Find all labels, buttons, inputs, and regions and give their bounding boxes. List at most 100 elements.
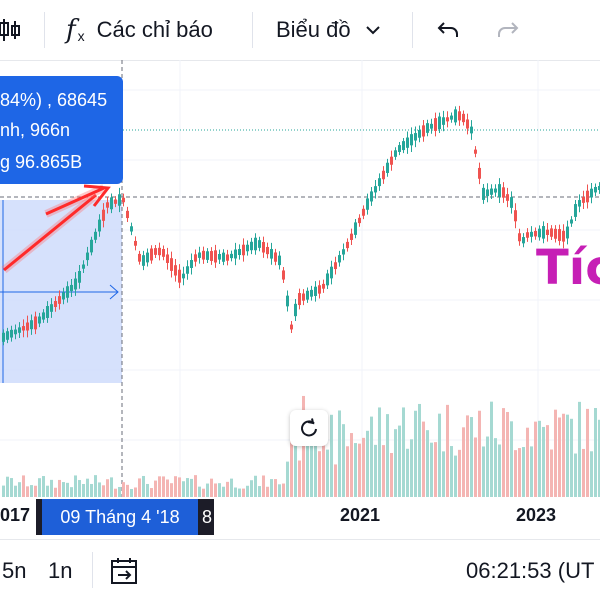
- volume-bar: [190, 478, 193, 497]
- volume-bar: [558, 417, 561, 497]
- candle: [594, 186, 597, 193]
- candle: [342, 249, 345, 255]
- volume-bar: [182, 481, 185, 497]
- candle: [222, 252, 225, 262]
- reset-chart-button[interactable]: [290, 410, 328, 446]
- volume-bar: [510, 421, 513, 497]
- volume-bar: [394, 429, 397, 497]
- candle: [194, 254, 197, 262]
- volume-bar: [514, 450, 517, 497]
- candle: [122, 197, 125, 203]
- candle: [282, 270, 285, 280]
- redo-button[interactable]: [496, 0, 520, 60]
- candle: [86, 252, 89, 261]
- candle: [66, 286, 69, 298]
- candle: [230, 253, 233, 259]
- volume-bar: [546, 425, 549, 497]
- volume-bar: [466, 415, 469, 497]
- interval-button[interactable]: 5n: [2, 540, 26, 601]
- volume-bar: [2, 485, 5, 497]
- candles-icon[interactable]: [0, 0, 30, 60]
- clock-timezone[interactable]: 06:21:53 (UT: [466, 540, 594, 601]
- candle: [198, 252, 201, 258]
- candle: [258, 240, 261, 248]
- candle: [538, 228, 541, 238]
- tooltip-change: 84%) , 68645: [0, 90, 108, 110]
- candle: [186, 266, 189, 274]
- volume-bar: [330, 414, 333, 497]
- volume-bar: [522, 447, 525, 497]
- interval-button[interactable]: 1n: [48, 540, 72, 601]
- candle: [306, 290, 309, 300]
- chart-canvas[interactable]: [0, 60, 600, 500]
- candle: [150, 248, 153, 261]
- candle: [110, 197, 113, 210]
- candle: [414, 133, 417, 141]
- candle: [446, 117, 449, 122]
- volume-bar: [230, 478, 233, 497]
- candle: [98, 219, 101, 232]
- candle: [118, 194, 121, 206]
- candle: [386, 162, 389, 173]
- candle: [106, 202, 109, 208]
- candle: [338, 255, 341, 263]
- candle: [350, 233, 353, 240]
- candle: [226, 254, 229, 261]
- volume-bar: [362, 437, 365, 497]
- volume-bar: [238, 488, 241, 497]
- volume-bar: [254, 475, 257, 497]
- candle: [202, 250, 205, 260]
- volume-bar: [214, 483, 217, 497]
- volume-bar: [50, 479, 53, 497]
- time-axis-label: 017: [0, 505, 31, 525]
- volume-bar: [354, 443, 357, 497]
- candle: [558, 229, 561, 241]
- volume-bar: [326, 449, 329, 497]
- volume-bar: [502, 408, 505, 497]
- redo-icon: [498, 22, 519, 37]
- candle: [562, 230, 565, 242]
- candle: [510, 197, 513, 208]
- candle: [54, 300, 57, 308]
- price-chart[interactable]: [0, 60, 600, 500]
- chart-type-button[interactable]: Biểu đồ: [276, 0, 381, 60]
- candle: [174, 265, 177, 276]
- volume-bar: [570, 418, 573, 497]
- volume-bar: [242, 488, 245, 497]
- candle: [422, 125, 425, 137]
- candle: [494, 188, 497, 193]
- candle: [102, 209, 105, 221]
- candle: [26, 322, 29, 331]
- volume-bar: [438, 413, 441, 497]
- volume-bar: [270, 479, 273, 497]
- candle: [278, 255, 281, 266]
- candle: [506, 194, 509, 201]
- go-to-date-button[interactable]: [110, 540, 140, 601]
- undo-button[interactable]: [436, 0, 460, 60]
- candle: [470, 126, 473, 134]
- volume-bar: [302, 395, 305, 497]
- candle: [490, 188, 493, 195]
- volume-bar: [442, 451, 445, 497]
- candle: [546, 229, 549, 235]
- volume-bar: [218, 483, 221, 497]
- candle: [514, 210, 517, 222]
- volume-bar: [210, 478, 213, 497]
- volume-bar: [246, 485, 249, 497]
- candle: [158, 247, 161, 256]
- indicators-button[interactable]: f x Các chỉ báo: [66, 0, 213, 60]
- top-toolbar: f x Các chỉ báo Biểu đồ: [0, 0, 600, 61]
- candle: [502, 187, 505, 198]
- candle: [166, 254, 169, 263]
- volume-bar: [542, 426, 545, 497]
- volume-bar: [474, 437, 477, 497]
- volume-bar: [310, 421, 313, 497]
- candle: [146, 252, 149, 263]
- candle: [582, 196, 585, 203]
- volume-bar: [398, 425, 401, 497]
- volume-bar: [134, 487, 137, 497]
- candle: [270, 249, 273, 259]
- candle: [434, 118, 437, 131]
- volume-bar: [54, 487, 57, 497]
- candle: [430, 123, 433, 129]
